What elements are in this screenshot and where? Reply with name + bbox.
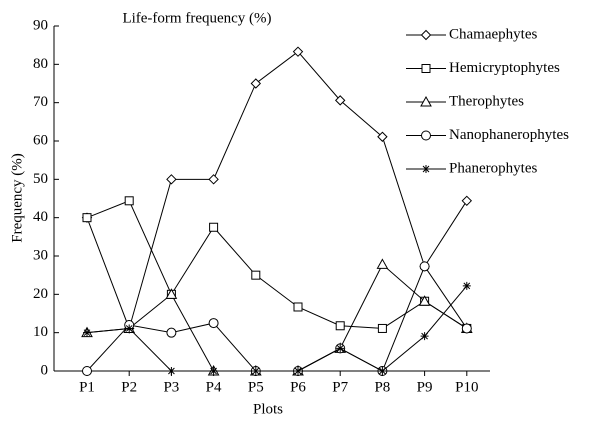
y-tick-label: 50 [33, 171, 48, 187]
data-point [125, 324, 134, 333]
data-point [209, 367, 218, 375]
x-tick-label: P6 [290, 379, 306, 395]
data-point [251, 270, 261, 280]
series-line [86, 285, 468, 372]
series-line [86, 51, 468, 331]
y-tick-label: 40 [33, 209, 48, 225]
series-line [86, 200, 468, 329]
legend-marker [422, 165, 430, 173]
x-tick-label: P4 [206, 379, 222, 395]
data-point [208, 318, 219, 329]
x-axis-label: Plots [253, 401, 283, 417]
legend-marker [420, 95, 432, 107]
data-point [377, 323, 387, 333]
x-tick-label: P2 [121, 379, 137, 395]
series-line [86, 263, 468, 372]
data-point [461, 195, 473, 207]
data-point [208, 174, 219, 185]
x-tick-label: P9 [417, 379, 433, 395]
legend-label: Hemicryptophytes [449, 60, 560, 76]
series-line [86, 265, 468, 372]
x-tick-label: P7 [332, 379, 348, 395]
legend-label: Therophytes [449, 93, 524, 109]
legend-label: Chamaephytes [449, 26, 537, 42]
data-point [83, 328, 91, 337]
data-point [165, 288, 178, 299]
data-point [124, 196, 134, 206]
legend-marker [420, 29, 432, 41]
data-point [462, 281, 471, 290]
data-point [82, 366, 92, 376]
data-point [166, 327, 177, 338]
y-tick-label: 10 [33, 324, 48, 340]
data-point [82, 213, 92, 223]
y-tick-label: 80 [33, 56, 48, 72]
data-point [294, 367, 302, 375]
data-point [335, 321, 345, 331]
x-tick-label: P8 [374, 379, 390, 395]
data-point [377, 131, 388, 142]
data-point [419, 261, 430, 272]
data-point [250, 78, 262, 89]
y-tick-label: 0 [41, 362, 49, 378]
legend-marker [421, 64, 431, 73]
chart-title: Life-form frequency (%) [122, 10, 271, 26]
x-tick-label: P1 [79, 379, 95, 395]
data-point [420, 332, 429, 341]
legend-label: Phanerophytes [449, 160, 537, 176]
data-point [378, 367, 387, 375]
legend-label: Nanophanerophytes [449, 127, 569, 143]
x-tick-label: P10 [455, 379, 478, 395]
data-point [461, 323, 472, 334]
y-tick-label: 60 [33, 132, 48, 148]
y-tick-label: 30 [33, 247, 48, 263]
x-tick-label: P5 [248, 379, 264, 395]
data-point [209, 222, 219, 232]
data-point [167, 367, 176, 375]
y-tick-label: 20 [33, 286, 48, 302]
y-axis-label: Frequency (%) [9, 153, 25, 243]
data-point [376, 258, 389, 269]
data-point [166, 174, 177, 185]
data-point [336, 344, 345, 353]
y-tick-label: 90 [33, 17, 48, 33]
legend-marker [421, 130, 431, 141]
y-tick-label: 70 [33, 94, 48, 110]
data-point [293, 302, 303, 312]
data-point [418, 295, 431, 306]
data-point [292, 46, 304, 57]
x-tick-label: P3 [163, 379, 179, 395]
data-point [251, 367, 260, 375]
data-point [334, 95, 346, 106]
